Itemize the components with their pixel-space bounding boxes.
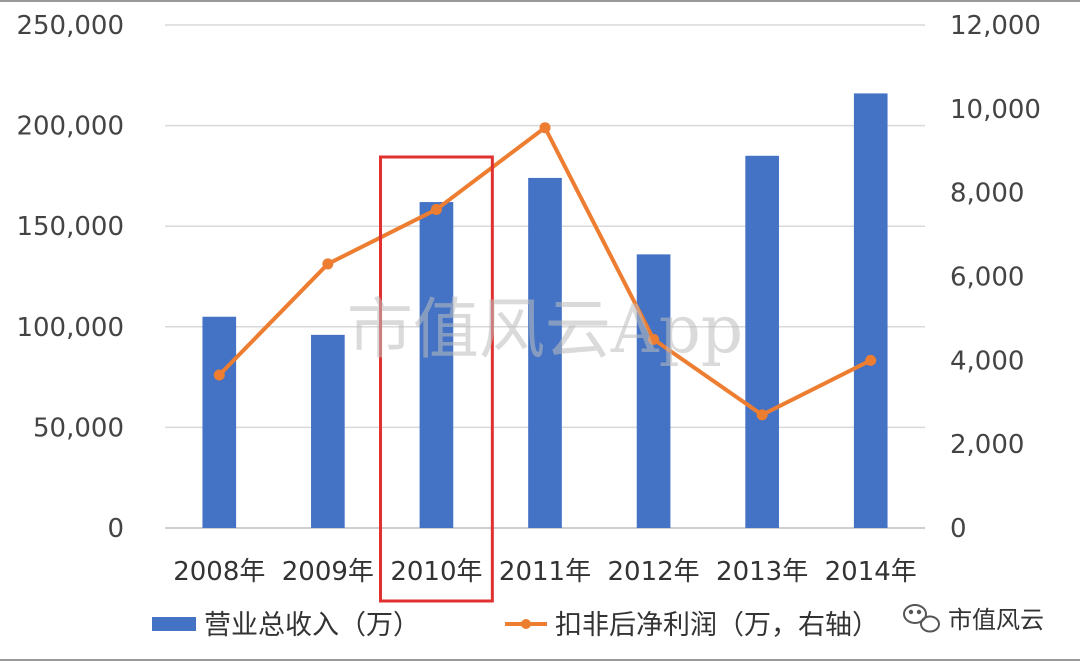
right-tick-label: 6,000 bbox=[950, 263, 1024, 293]
legend-swatch-marker bbox=[521, 619, 531, 629]
brand-label: 市值风云 bbox=[948, 606, 1044, 634]
x-tick-label: 2008年 bbox=[173, 557, 265, 587]
right-tick-label: 4,000 bbox=[950, 346, 1024, 376]
highlight-box bbox=[379, 155, 494, 603]
bar bbox=[853, 93, 888, 529]
legend: 营业总收入（万） 扣非后净利润（万，右轴） bbox=[152, 610, 879, 641]
right-tick-label: 0 bbox=[950, 514, 967, 544]
bar-series bbox=[202, 93, 888, 529]
legend-label-line: 扣非后净利润（万，右轴） bbox=[555, 610, 879, 641]
x-tick-label: 2013年 bbox=[716, 557, 808, 587]
x-tick-label: 2012年 bbox=[607, 557, 699, 587]
bar bbox=[311, 334, 345, 528]
highlight-rect bbox=[379, 155, 494, 603]
left-tick-label: 0 bbox=[107, 514, 124, 544]
bar bbox=[636, 254, 671, 529]
left-tick-label: 100,000 bbox=[16, 313, 124, 343]
right-y-axis-ticks: 0 2,000 4,000 6,000 8,000 10,000 12,000 bbox=[950, 11, 1041, 544]
right-tick-label: 8,000 bbox=[950, 179, 1024, 209]
right-tick-label: 12,000 bbox=[950, 11, 1041, 41]
x-tick-label: 2011年 bbox=[499, 557, 591, 587]
bar bbox=[419, 202, 454, 528]
right-tick-label: 2,000 bbox=[950, 430, 1024, 460]
bar bbox=[528, 177, 562, 529]
line-point bbox=[865, 354, 877, 366]
right-tick-label: 10,000 bbox=[950, 95, 1041, 125]
left-tick-label: 250,000 bbox=[16, 11, 124, 41]
left-tick-label: 50,000 bbox=[33, 413, 124, 443]
x-axis-ticks: 2008年 2009年 2010年 2011年 2012年 2013年 2014年 bbox=[173, 557, 917, 587]
legend-swatch-bar bbox=[152, 617, 196, 631]
line-point bbox=[430, 203, 442, 215]
line-point bbox=[648, 333, 660, 345]
line-series bbox=[213, 122, 877, 421]
brand-badge: 市值风云 bbox=[895, 598, 1080, 643]
left-tick-label: 150,000 bbox=[16, 212, 124, 242]
brand-backdrop bbox=[895, 598, 1080, 643]
watermark: 市值风云App bbox=[347, 291, 743, 368]
left-tick-label: 200,000 bbox=[16, 112, 124, 142]
line-point bbox=[213, 369, 225, 381]
line-point bbox=[322, 258, 334, 270]
x-tick-label: 2014年 bbox=[825, 557, 917, 587]
line-point bbox=[539, 122, 551, 134]
legend-label-bar: 营业总收入（万） bbox=[204, 610, 420, 641]
bar bbox=[745, 155, 779, 528]
x-tick-label: 2010年 bbox=[390, 557, 482, 587]
left-y-axis-ticks: 0 50,000 100,000 150,000 200,000 250,000 bbox=[16, 11, 124, 544]
bar bbox=[202, 316, 237, 528]
wechat-icon bbox=[903, 604, 940, 633]
line-point bbox=[756, 409, 768, 421]
x-tick-label: 2009年 bbox=[282, 557, 374, 587]
